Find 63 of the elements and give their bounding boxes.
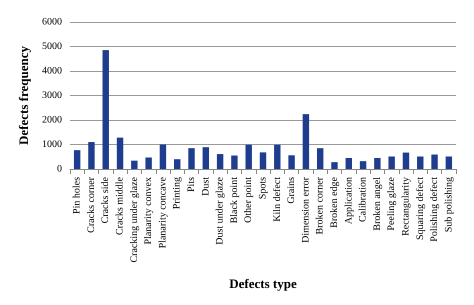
x-tick-label: Printing [172, 177, 183, 210]
x-tick-label: Pits [186, 176, 198, 192]
bar [346, 158, 352, 169]
bar [302, 114, 310, 169]
bar [374, 158, 381, 169]
bar [102, 50, 109, 169]
bar [160, 144, 166, 169]
x-tick-label: Dust under glaze [214, 176, 226, 245]
x-tick-label: Dimension error [300, 176, 312, 243]
y-tick-label: 2000 [42, 114, 62, 126]
bar [402, 152, 410, 169]
x-tick-label: Grains [286, 176, 298, 204]
x-tick-label: Squaring defect [414, 176, 426, 240]
y-tick-label: 3000 [42, 90, 62, 101]
bar [360, 161, 366, 169]
bar [216, 154, 224, 169]
x-tick-label: Application [343, 177, 354, 224]
bar [116, 138, 124, 169]
bar [274, 144, 281, 169]
bar [417, 156, 424, 169]
bar [431, 154, 438, 169]
x-tick-label: Planarity convex [143, 177, 154, 244]
x-tick-label: Peeling glaze [386, 176, 398, 231]
x-tick-label: Cracking under glaze [128, 176, 140, 263]
x-tick-label: Cracks corner [86, 176, 97, 233]
bar [131, 160, 138, 169]
x-tick-label: Broken angel [372, 176, 383, 231]
x-tick-label: Planarity concave [157, 176, 168, 248]
bar [231, 156, 238, 169]
y-tick-label: 4000 [42, 66, 62, 76]
x-tick-label: Pin holes [72, 176, 83, 214]
x-tick-label: Other point [243, 176, 254, 223]
x-axis-title: Defects type [229, 276, 297, 291]
x-tick-label: Polishing defect [429, 176, 440, 242]
bar [245, 144, 252, 169]
x-tick-label: Calibration [358, 177, 369, 222]
y-tick-label: 0 [57, 164, 62, 174]
x-tick-label: Broken edge [328, 176, 340, 228]
x-tick-label: Black point [228, 176, 240, 224]
bar [202, 147, 210, 169]
x-tick-label: Cracks middle [114, 176, 126, 236]
bar [288, 155, 295, 169]
y-axis-title: Defects frequency [16, 45, 31, 146]
bar [316, 148, 324, 169]
bar [88, 142, 95, 169]
y-tick-label: 1000 [42, 139, 62, 150]
bar [388, 156, 395, 169]
x-tick-label: Spots [258, 176, 268, 200]
y-tick-label: 5000 [42, 41, 62, 52]
bar [74, 150, 80, 169]
x-tick-label: Dust [200, 176, 212, 196]
bar [174, 159, 180, 169]
x-tick-label: Sub polishing [443, 177, 454, 232]
x-tick-label: Cracks side [100, 176, 112, 224]
x-tick-label: Kiln defect [272, 176, 283, 222]
bar [331, 162, 338, 169]
bar [145, 157, 152, 169]
y-tick-label: 6000 [42, 16, 62, 28]
bar [260, 152, 266, 169]
bar [446, 156, 452, 169]
bar [188, 148, 195, 169]
x-tick-label: Rectangularity [400, 177, 412, 236]
x-tick-label: Broken corner [314, 176, 326, 234]
